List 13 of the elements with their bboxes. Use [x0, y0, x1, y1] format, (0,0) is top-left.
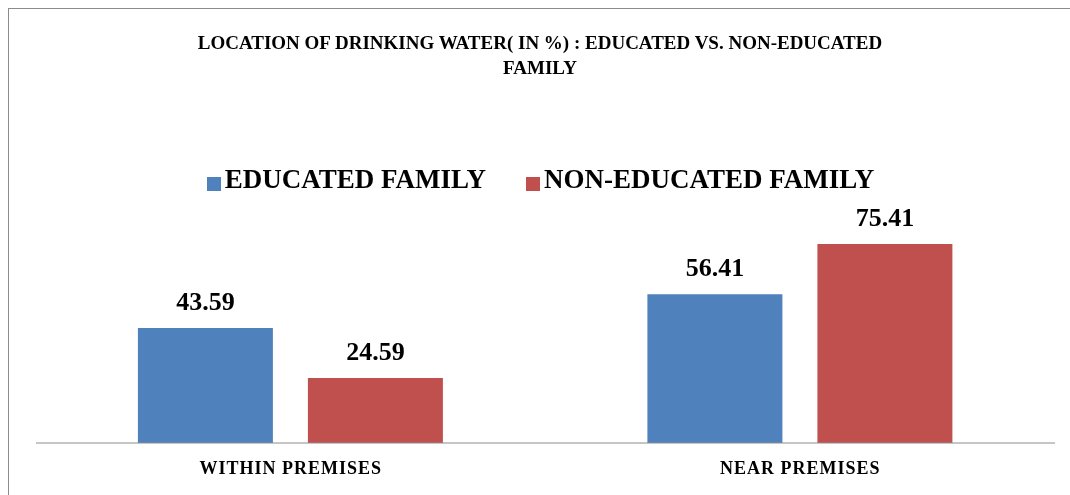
bar	[137, 327, 273, 443]
x-tick-label: WITHIN PREMISES	[199, 457, 383, 478]
data-label: 24.59	[346, 337, 405, 367]
legend-label: EDUCATED FAMILY	[224, 164, 486, 194]
data-label: 56.41	[685, 253, 745, 283]
bar	[647, 294, 783, 443]
bar	[817, 244, 953, 443]
x-tick-label: NEAR PREMISES	[719, 457, 881, 478]
bar	[307, 378, 443, 443]
data-label: 75.41	[855, 203, 915, 232]
chart-title: LOCATION OF DRINKING WATER( IN %) : EDUCATED VS. NON-EDUCATED FAMILY	[196, 31, 884, 80]
legend-label: NON-EDUCATED FAMILY	[544, 164, 875, 194]
data-label: 43.59	[176, 286, 235, 316]
